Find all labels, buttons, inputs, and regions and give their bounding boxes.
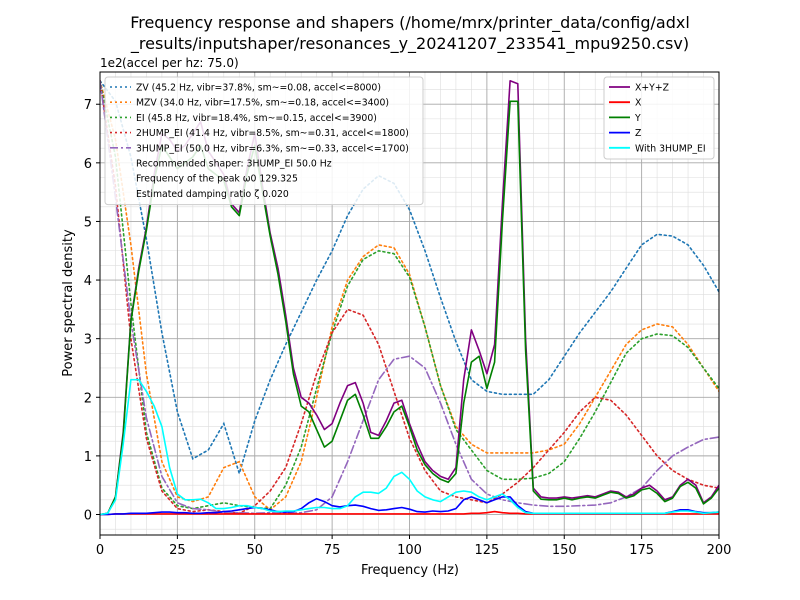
x-tick-label: 125 — [474, 543, 499, 558]
psd-legend-label: With 3HUMP_EI — [635, 143, 706, 154]
x-tick-label: 100 — [397, 543, 422, 558]
y-tick-label: 7 — [84, 98, 92, 113]
shaper-legend-box — [104, 76, 424, 206]
psd-legend-label: X — [635, 98, 642, 109]
chart-title-line-1: Frequency response and shapers (/home/mr… — [130, 13, 690, 33]
y-tick-label: 6 — [84, 157, 92, 172]
y-tick-label: 1 — [84, 450, 92, 465]
shaper-legend-label: 2HUMP_EI (41.4 Hz, vibr=8.5%, sm~=0.31, … — [136, 128, 409, 139]
shaper-legend: ZV (45.2 Hz, vibr=37.8%, sm~=0.08, accel… — [104, 76, 424, 206]
shaper-legend-label: MZV (34.0 Hz, vibr=17.5%, sm~=0.18, acce… — [136, 98, 389, 109]
x-tick-label: 0 — [96, 543, 104, 558]
shaper-legend-label: Frequency of the peak ω0 129.325 — [136, 174, 298, 185]
chart-title: Frequency response and shapers (/home/mr… — [130, 13, 690, 54]
x-tick-label: 150 — [552, 543, 577, 558]
psd-legend-label: Y — [634, 113, 641, 124]
shaper-legend-label: ZV (45.2 Hz, vibr=37.8%, sm~=0.08, accel… — [136, 83, 381, 94]
y-tick-label: 4 — [84, 274, 92, 289]
psd-line-with-3hump-ei — [100, 378, 719, 516]
shaper-line-zv — [100, 80, 719, 477]
shaper-line-3hump-ei — [100, 80, 719, 515]
x-tick-label: 175 — [629, 543, 654, 558]
shaper-legend-label: EI (45.8 Hz, vibr=18.4%, sm~=0.15, accel… — [136, 113, 377, 124]
x-axis-label: Frequency (Hz) — [361, 563, 459, 578]
psd-legend-box — [603, 76, 715, 160]
shaper-line-2hump-ei — [100, 80, 719, 515]
psd-legend-label: Z — [635, 128, 641, 139]
shaper-line-mzv — [100, 80, 719, 511]
x-tick-label: 75 — [324, 543, 341, 558]
shaper-line-ei — [100, 80, 719, 510]
secondary-y-label: (accel per hz: 75.0) — [122, 56, 239, 70]
psd-legend-label: X+Y+Z — [635, 83, 669, 94]
y-tick-label: 2 — [84, 391, 92, 406]
axis-ticks: 0 25 50 75 100 125 150 175 200 0 1 2 3 4 5 6 7 — [84, 98, 732, 558]
y-tick-label: 3 — [84, 333, 92, 348]
x-tick-label: 50 — [246, 543, 263, 558]
x-tick-label: 25 — [169, 543, 186, 558]
y-tick-label: 5 — [84, 215, 92, 230]
chart-title-line-2: _results/inputshaper/resonances_y_202412… — [130, 34, 689, 54]
y-axis-label: Power spectral density — [61, 229, 76, 377]
y-offset-label: 1e2 — [100, 56, 123, 70]
x-tick-label: 200 — [707, 543, 732, 558]
shaper-legend-label: Estimated damping ratio ζ 0.020 — [136, 189, 289, 200]
psd-legend: X+Y+Z XYZ With 3HUMP_EI — [603, 76, 715, 160]
shaper-legend-label: Recommended shaper: 3HUMP_EI 50.0 Hz — [136, 159, 332, 170]
shaper-legend-label: 3HUMP_EI (50.0 Hz, vibr=6.3%, sm~=0.33, … — [136, 143, 409, 154]
y-tick-label: 0 — [84, 508, 92, 523]
